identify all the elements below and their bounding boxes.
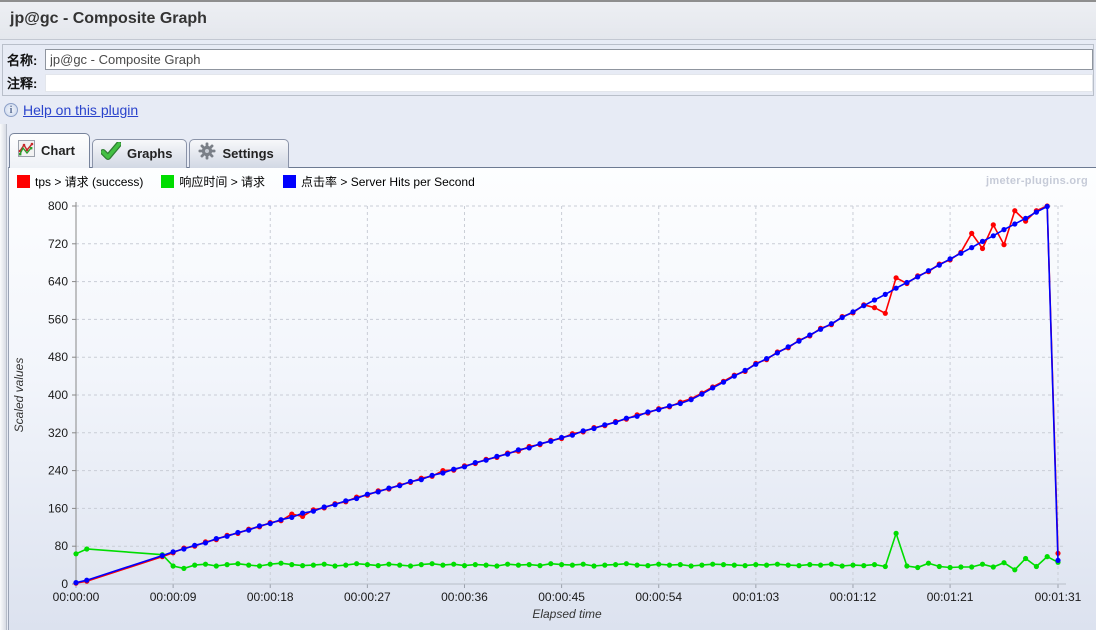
svg-text:00:00:54: 00:00:54 <box>635 590 682 604</box>
svg-text:640: 640 <box>48 275 68 289</box>
comment-label: 注释: <box>7 76 38 91</box>
help-row: i Help on this plugin <box>4 101 138 119</box>
svg-text:00:01:12: 00:01:12 <box>830 590 877 604</box>
svg-text:400: 400 <box>48 388 68 402</box>
name-input[interactable] <box>45 48 1093 70</box>
svg-text:480: 480 <box>48 350 68 364</box>
legend-swatch-blue <box>283 174 297 188</box>
svg-text:Elapsed time: Elapsed time <box>532 607 602 621</box>
help-link[interactable]: Help on this plugin <box>23 102 139 118</box>
svg-text:00:01:03: 00:01:03 <box>732 590 779 604</box>
svg-text:00:00:36: 00:00:36 <box>441 590 488 604</box>
legend-swatch-red <box>17 174 30 188</box>
svg-text:0: 0 <box>61 577 68 591</box>
composite-chart: 00:00:00 00:00:09 00:00:18 00:00:27 00:00:36… <box>9 194 1096 630</box>
chart-legend: tps > 请求 (success) 响应时间 > 请求 点击率 > Serve… <box>9 168 1096 194</box>
watermark: jmeter-plugins.org <box>986 175 1088 187</box>
chart-panel: tps > 请求 (success) 响应时间 > 请求 点击率 > Serve… <box>8 167 1096 630</box>
svg-text:00:00:09: 00:00:09 <box>150 590 197 604</box>
chart-icon <box>18 139 35 162</box>
legend-label: 响应时间 > 请求 <box>179 174 266 189</box>
svg-text:80: 80 <box>55 539 69 553</box>
splitter-strip[interactable] <box>0 124 7 630</box>
svg-text:00:00:27: 00:00:27 <box>344 590 391 604</box>
page-title: jp@gc - Composite Graph <box>10 10 207 27</box>
svg-text:00:00:45: 00:00:45 <box>538 590 585 604</box>
tab-settings-label: Settings <box>222 146 274 161</box>
legend-item-tps: tps > 请求 (success) <box>17 173 143 190</box>
gear-icon <box>198 142 216 165</box>
info-icon: i <box>4 103 18 117</box>
legend-item-response-time: 响应时间 > 请求 <box>161 173 265 190</box>
svg-text:160: 160 <box>48 501 68 515</box>
header: jp@gc - Composite Graph <box>0 0 1096 40</box>
tab-chart[interactable]: Chart <box>9 133 90 170</box>
config-form: 名称: 注释: <box>2 44 1094 96</box>
svg-text:560: 560 <box>48 312 68 326</box>
svg-text:720: 720 <box>48 237 68 251</box>
svg-text:240: 240 <box>48 464 68 478</box>
svg-text:00:01:31: 00:01:31 <box>1035 590 1082 604</box>
svg-text:320: 320 <box>48 426 68 440</box>
legend-swatch-green <box>161 174 175 188</box>
svg-text:Scaled values: Scaled values <box>12 358 26 433</box>
tab-settings[interactable]: Settings <box>189 139 289 168</box>
name-label: 名称: <box>7 52 38 68</box>
svg-text:00:00:18: 00:00:18 <box>247 590 294 604</box>
svg-text:800: 800 <box>48 199 68 213</box>
comment-input[interactable] <box>45 73 1093 92</box>
legend-item-hits: 点击率 > Server Hits per Second <box>283 173 475 190</box>
tab-graphs-label: Graphs <box>126 146 173 161</box>
svg-text:00:00:00: 00:00:00 <box>53 590 100 604</box>
tab-graphs[interactable]: Graphs <box>91 139 188 168</box>
tab-chart-label: Chart <box>41 143 75 158</box>
tab-bar: Chart Graphs <box>9 133 291 170</box>
checkmark-icon <box>99 141 122 165</box>
legend-label: 点击率 > Server Hits per Second <box>301 174 475 189</box>
legend-label: tps > 请求 (success) <box>35 174 144 189</box>
svg-text:00:01:21: 00:01:21 <box>927 590 974 604</box>
